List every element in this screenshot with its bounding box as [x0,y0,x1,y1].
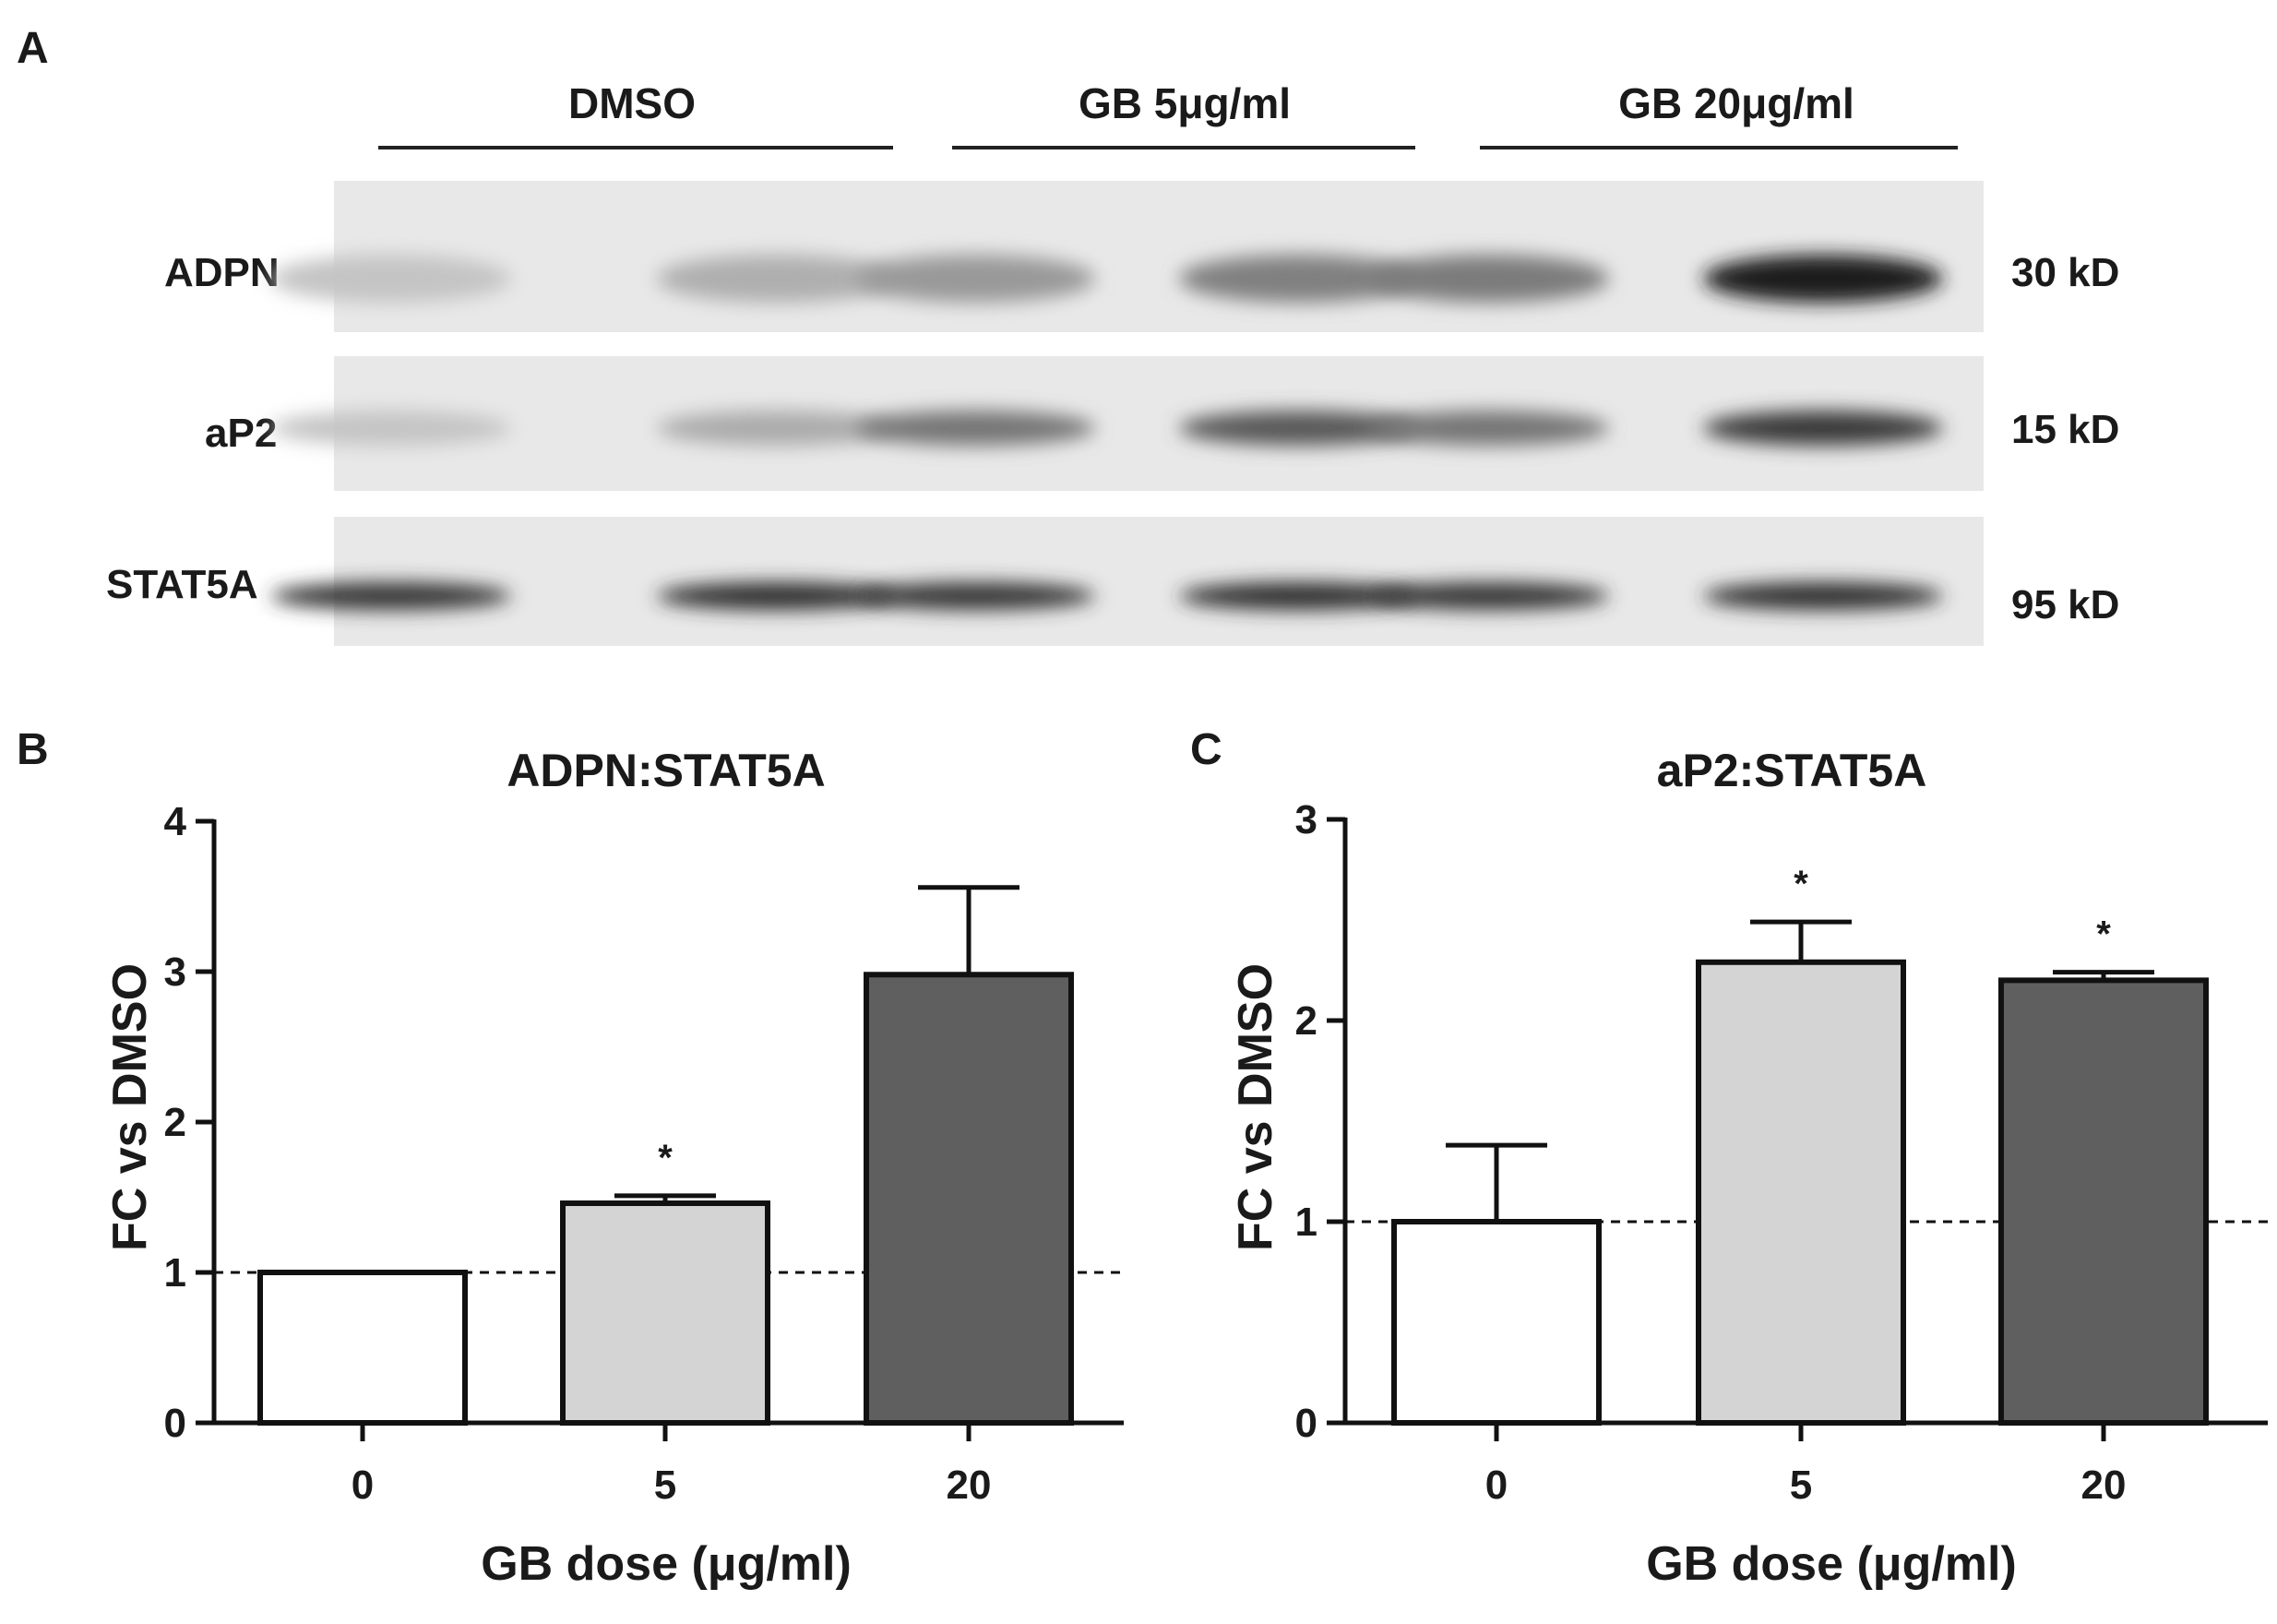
x-tick-label: 0 [1485,1463,1508,1508]
panel-a: A DMSO GB 5μg/ml GB 20μg/ml ADPN aP2 STA… [17,24,2119,646]
panel-letter-a: A [17,24,49,73]
bar-5 [560,1200,770,1427]
y-tick-label: 3 [1295,797,1317,842]
blot-band [657,582,897,610]
panel-letter-b: B [17,725,49,774]
blot-band [1703,411,1943,446]
blot-band [855,411,1095,446]
blot-strip-adpn [334,181,1984,332]
panel-c: C aP2:STAT5A FC vs DMSO GB dose (μg/ml) … [1190,725,2268,1591]
blot-strips [271,181,1984,646]
chart-plot-c: * * 0 1 2 3 0 5 20 [1295,797,2268,1508]
blot-band [1179,411,1419,446]
chart-title-b: ADPN:STAT5A [507,745,825,796]
blot-band [1703,582,1943,610]
x-axis-title-c: GB dose (μg/ml) [1646,1537,2017,1591]
blot-band [1179,255,1419,303]
blot-band [1369,411,1609,446]
group-label-gb20: GB 20μg/ml [1618,79,1854,127]
blot-strip-stat5a [334,517,1984,646]
kd-label-stat5a: 95 kD [2011,582,2119,627]
y-axis-title-c: FC vs DMSO [1229,963,1282,1251]
significance-marker: * [658,1138,673,1178]
blot-band [1703,255,1943,303]
y-tick-label: 0 [1295,1401,1317,1446]
row-label-stat5a: STAT5A [106,562,258,607]
significance-marker: * [2096,914,2111,955]
row-label-adpn: ADPN [164,250,280,295]
chart-plot-b: * 0 1 2 3 4 0 5 20 [164,799,1124,1508]
blot-band [1179,582,1419,610]
bar-0 [257,1270,468,1426]
x-axis-title-b: GB dose (μg/ml) [481,1537,852,1591]
blot-band [657,411,897,446]
x-tick-label: 5 [654,1463,676,1508]
x-tick-label: 20 [947,1463,992,1508]
bar-20 [864,972,1074,1426]
blot-band [271,582,511,610]
blot-band [855,582,1095,610]
blot-band [855,255,1095,303]
kd-label-adpn: 30 kD [2011,250,2119,295]
x-tick-label: 5 [1790,1463,1812,1508]
bar-0 [1391,1219,1602,1426]
blot-band [1369,582,1609,610]
panel-letter-c: C [1190,725,1222,774]
blot-band [271,411,511,446]
y-tick-label: 1 [1295,1200,1317,1245]
y-tick-label: 2 [1295,998,1317,1044]
blot-band [271,255,511,303]
row-label-ap2: aP2 [205,411,277,456]
group-label-dmso: DMSO [568,79,696,127]
significance-marker: * [1794,864,1808,904]
panel-b: B ADPN:STAT5A FC vs DMSO GB dose (μg/ml)… [17,725,1124,1591]
blot-band [1369,255,1609,303]
kd-label-ap2: 15 kD [2011,407,2119,452]
x-tick-label: 20 [2081,1463,2127,1508]
y-tick-label: 3 [164,949,186,995]
y-axis-title-b: FC vs DMSO [103,963,157,1251]
bar-5 [1696,959,1906,1427]
x-tick-label: 0 [352,1463,374,1508]
y-tick-label: 4 [164,799,187,844]
y-tick-label: 2 [164,1100,186,1145]
y-tick-label: 1 [164,1250,186,1296]
y-tick-label: 0 [164,1401,186,1446]
chart-title-c: aP2:STAT5A [1657,745,1927,796]
bar-20 [1998,977,2209,1427]
blot-band [657,255,897,303]
group-label-gb5: GB 5μg/ml [1079,79,1291,127]
